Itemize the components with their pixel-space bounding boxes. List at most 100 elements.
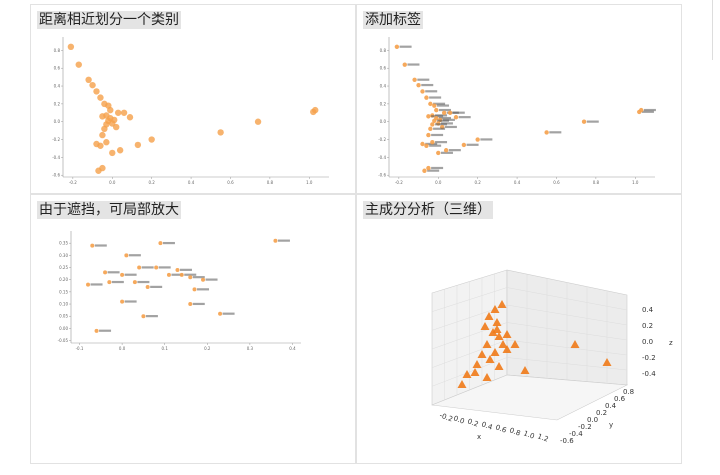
- z-tick-label: -0.2: [642, 354, 656, 362]
- x-tick-label: 0.2: [148, 180, 155, 185]
- point-label-mark: [435, 141, 448, 144]
- data-point: [312, 106, 319, 114]
- y-tick-label: 0.2: [596, 409, 607, 417]
- point-label-mark: [277, 239, 290, 242]
- x-tick-label: 0.6: [553, 180, 560, 185]
- point-label-mark: [458, 116, 471, 119]
- x-tick-label: 0.0: [452, 414, 465, 425]
- point-label-mark: [407, 63, 420, 66]
- scatter-plot-1: -0.2 0.0 0.2 0.4 0.6 0.8 1.0 0.8 0.6 0.4 0.2 0.0 -0.…: [52, 37, 329, 185]
- data-point: [430, 122, 435, 127]
- data-point: [254, 118, 262, 125]
- point-label-mark: [171, 273, 184, 276]
- x-tick-label: 0.6: [227, 180, 234, 185]
- scatter-plot-3d: 0.40.20.0-0.2-0.4z-0.20.0 0.2 0.4 0.6 0.8 1.0…: [431, 269, 673, 445]
- point-label-mark: [137, 280, 150, 284]
- data-point: [639, 107, 644, 113]
- data-point: [447, 110, 453, 115]
- y-tick-label: -0.6: [560, 437, 574, 445]
- data-point-3d: [482, 373, 492, 381]
- point-label-mark: [433, 127, 446, 130]
- data-point: [428, 101, 433, 107]
- y-tick-label: 0.0: [54, 119, 61, 124]
- x-tick-label: 0.0: [435, 180, 442, 185]
- y-tick-label: -0.6: [52, 173, 60, 178]
- y-tick-label: 0.8: [380, 48, 387, 53]
- data-point: [581, 119, 587, 124]
- data-point: [126, 114, 134, 121]
- data-point: [145, 285, 150, 289]
- data-point: [188, 275, 193, 280]
- y-tick-label: 0.0: [587, 416, 598, 424]
- point-label-mark: [205, 278, 218, 281]
- point-label-mark: [184, 273, 197, 276]
- z-tick-label: 0.0: [642, 338, 653, 346]
- point-label-mark: [431, 166, 444, 170]
- y-tick-label: 0.20: [59, 277, 68, 282]
- data-point: [475, 137, 480, 142]
- data-point: [402, 62, 407, 67]
- y-tick-label: 0.00: [59, 326, 68, 331]
- x-tick-label: 0.8: [267, 180, 274, 185]
- data-point-3d: [502, 345, 512, 353]
- point-label-mark: [429, 144, 442, 147]
- y-tick-label: 0.05: [59, 314, 68, 319]
- data-point: [420, 141, 425, 147]
- data-point: [99, 113, 106, 120]
- y-tick-label: -0.05: [58, 338, 69, 343]
- data-point: [141, 314, 146, 319]
- y-tick-label: -0.2: [578, 423, 592, 431]
- data-point-3d: [494, 362, 504, 370]
- point-label-mark: [480, 138, 493, 141]
- y-tick-label: -0.4: [52, 155, 60, 160]
- point-label-mark: [107, 271, 120, 274]
- point-label-mark: [150, 285, 163, 288]
- data-point: [109, 149, 116, 157]
- y-tick-label: -0.2: [378, 137, 386, 142]
- point-label-mark: [421, 83, 434, 87]
- point-label-mark: [437, 119, 450, 122]
- y-tick-label: -0.2: [52, 137, 60, 142]
- x-tick-label: 0.3: [247, 346, 254, 351]
- data-point-3d: [457, 380, 467, 388]
- x-tick-label: 0.0: [119, 346, 126, 351]
- z-tick-label: 0.4: [642, 306, 654, 314]
- data-point: [93, 88, 100, 95]
- x-tick-label: -0.2: [395, 180, 403, 185]
- data-point: [420, 89, 425, 94]
- data-point-3d: [482, 340, 492, 348]
- data-point: [166, 272, 171, 277]
- x-tick-label: 1.0: [632, 180, 639, 185]
- point-label-mark: [197, 288, 210, 291]
- y-tick-label: 0.0: [380, 119, 387, 124]
- data-point: [432, 118, 437, 124]
- data-point: [273, 238, 278, 243]
- data-point: [116, 147, 124, 154]
- data-point: [544, 130, 549, 135]
- point-label-mark: [417, 78, 430, 81]
- x-tick-label: 0.4: [514, 180, 521, 185]
- data-point: [461, 142, 467, 148]
- data-point: [107, 106, 114, 114]
- z-tick-label: -0.4: [642, 370, 656, 378]
- 3d-axes-box: [431, 269, 629, 421]
- data-point: [103, 270, 108, 275]
- data-point-3d: [502, 330, 512, 338]
- y-tick-label: 0.8: [623, 388, 634, 396]
- data-point: [436, 150, 441, 156]
- data-point: [120, 299, 125, 304]
- data-point-3d: [488, 328, 498, 336]
- point-label-mark: [440, 151, 453, 154]
- page-scroll-edge: [712, 0, 720, 60]
- scatter-plot-3: -0.1 0.0 0.1 0.2 0.3 0.4 0.35 0.30 0.25 0.20 0.15 0…: [58, 231, 301, 351]
- data-point-3d: [602, 358, 612, 366]
- data-point: [120, 272, 125, 277]
- point-label-mark: [111, 280, 124, 284]
- x-tick-label: 0.1: [162, 346, 169, 351]
- data-point: [426, 132, 431, 138]
- x-tick-label: -0.1: [76, 346, 84, 351]
- panel-title: 距离相近划分一个类别: [37, 11, 181, 29]
- point-label-mark: [438, 108, 451, 112]
- point-label-mark: [427, 169, 440, 172]
- point-label-mark: [452, 111, 465, 114]
